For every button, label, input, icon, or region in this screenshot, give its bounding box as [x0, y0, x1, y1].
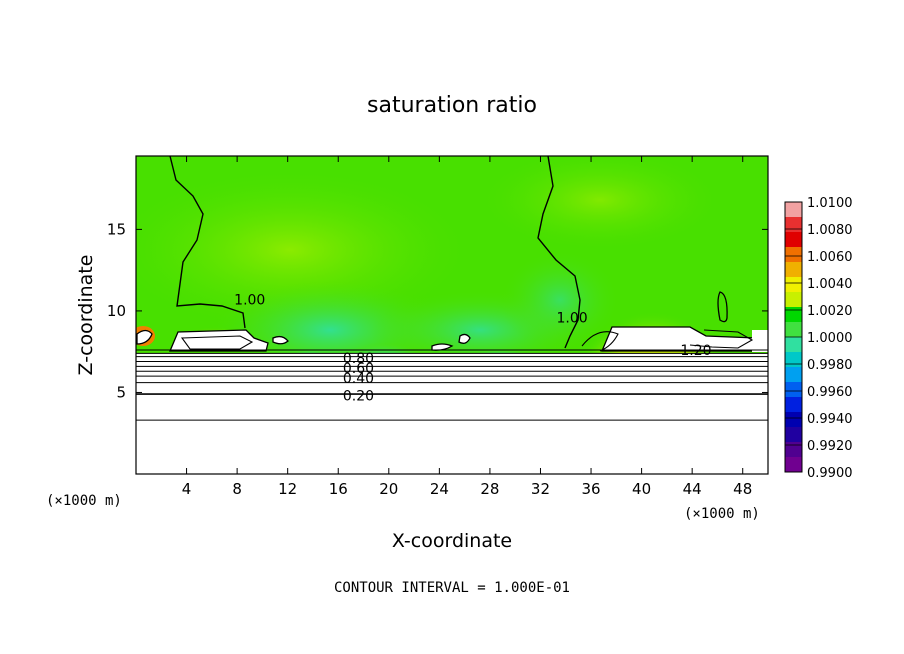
contour-label: 1.20: [680, 343, 711, 359]
y-tick-label: 15: [107, 220, 126, 238]
colorbar-swatch: [785, 337, 802, 353]
chart-title: saturation ratio: [367, 93, 537, 118]
x-tick-label: 4: [182, 480, 192, 498]
y-tick-labels: 5 10 15: [107, 220, 126, 401]
colorbar-swatch: [785, 382, 802, 398]
colorbar-label: 0.9940: [807, 412, 853, 427]
colorbar-swatch: [785, 412, 802, 428]
colorbar-swatch: [785, 232, 802, 248]
y-tick-label: 10: [107, 302, 126, 320]
colorbar: [784, 201, 803, 473]
colorbar-swatch: [785, 202, 802, 218]
colorbar-label: 1.0000: [807, 331, 853, 346]
contour-label: 0.40: [343, 371, 374, 387]
colorbar-label: 0.9900: [807, 466, 853, 481]
colorbar-swatch: [785, 247, 802, 263]
contour-label: 1.00: [556, 310, 587, 326]
colorbar-labels: 1.0100 1.0080 1.0060 1.0040 1.0020 1.0000 0.99…: [807, 196, 853, 481]
colorbar-label: 1.0100: [807, 196, 853, 211]
contour-lines: [169, 156, 754, 352]
x-unit-left: (×1000 m): [46, 493, 122, 509]
x-tick-label: 16: [329, 480, 348, 498]
x-unit-right: (×1000 m): [684, 506, 760, 522]
colorbar-swatch: [785, 217, 802, 233]
colorbar-swatch: [785, 427, 802, 443]
colorbar-label: 1.0080: [807, 223, 853, 238]
x-tick-label: 32: [531, 480, 550, 498]
contour-interval-note: CONTOUR INTERVAL = 1.000E-01: [334, 580, 570, 596]
x-tick-label: 12: [278, 480, 297, 498]
colorbar-label: 0.9960: [807, 385, 853, 400]
colorbar-swatch: [785, 367, 802, 383]
colorbar-label: 1.0020: [807, 304, 853, 319]
axis-ticks: [136, 156, 768, 474]
x-tick-label: 28: [480, 480, 499, 498]
colorbar-swatch: [785, 262, 802, 278]
x-tick-label: 24: [430, 480, 449, 498]
colorbar-swatch: [785, 322, 802, 338]
colorbar-label: 0.9980: [807, 358, 853, 373]
colorbar-swatch: [785, 292, 802, 308]
y-tick-label: 5: [116, 383, 126, 401]
x-tick-labels: 4 8 12 16 20 24 28 32 36 40 44 48: [182, 480, 752, 498]
colorbar-swatch: [785, 397, 802, 413]
colorbar-label: 0.9920: [807, 439, 853, 454]
cloud-regions: [136, 326, 757, 352]
x-axis-label: X-coordinate: [392, 530, 512, 552]
colorbar-swatch: [785, 307, 802, 323]
x-tick-label: 36: [581, 480, 600, 498]
horizontal-contours: [136, 349, 768, 421]
contour-labels: 1.00 1.00 1.20 0.800.600.40 0.20: [234, 293, 711, 405]
x-tick-label: 44: [683, 480, 702, 498]
colorbar-label: 1.0040: [807, 277, 853, 292]
contour-label: 0.60: [343, 361, 374, 377]
colorbar-swatch: [785, 457, 802, 473]
plot-area: [136, 156, 768, 474]
x-tick-label: 40: [632, 480, 651, 498]
plot-border: [135, 155, 769, 475]
colorbar-swatch: [785, 442, 802, 458]
colorbar-swatch: [785, 277, 802, 293]
contour-label: 0.20: [343, 389, 374, 405]
contour-label: 1.00: [234, 293, 265, 309]
saturation-field: [136, 156, 768, 353]
colorbar-label: 1.0060: [807, 250, 853, 265]
x-tick-label: 48: [733, 480, 752, 498]
x-tick-label: 8: [232, 480, 242, 498]
x-tick-label: 20: [379, 480, 398, 498]
contour-label: 0.80: [343, 351, 374, 367]
colorbar-swatch: [785, 352, 802, 368]
y-axis-label: Z-coordinate: [75, 255, 97, 376]
